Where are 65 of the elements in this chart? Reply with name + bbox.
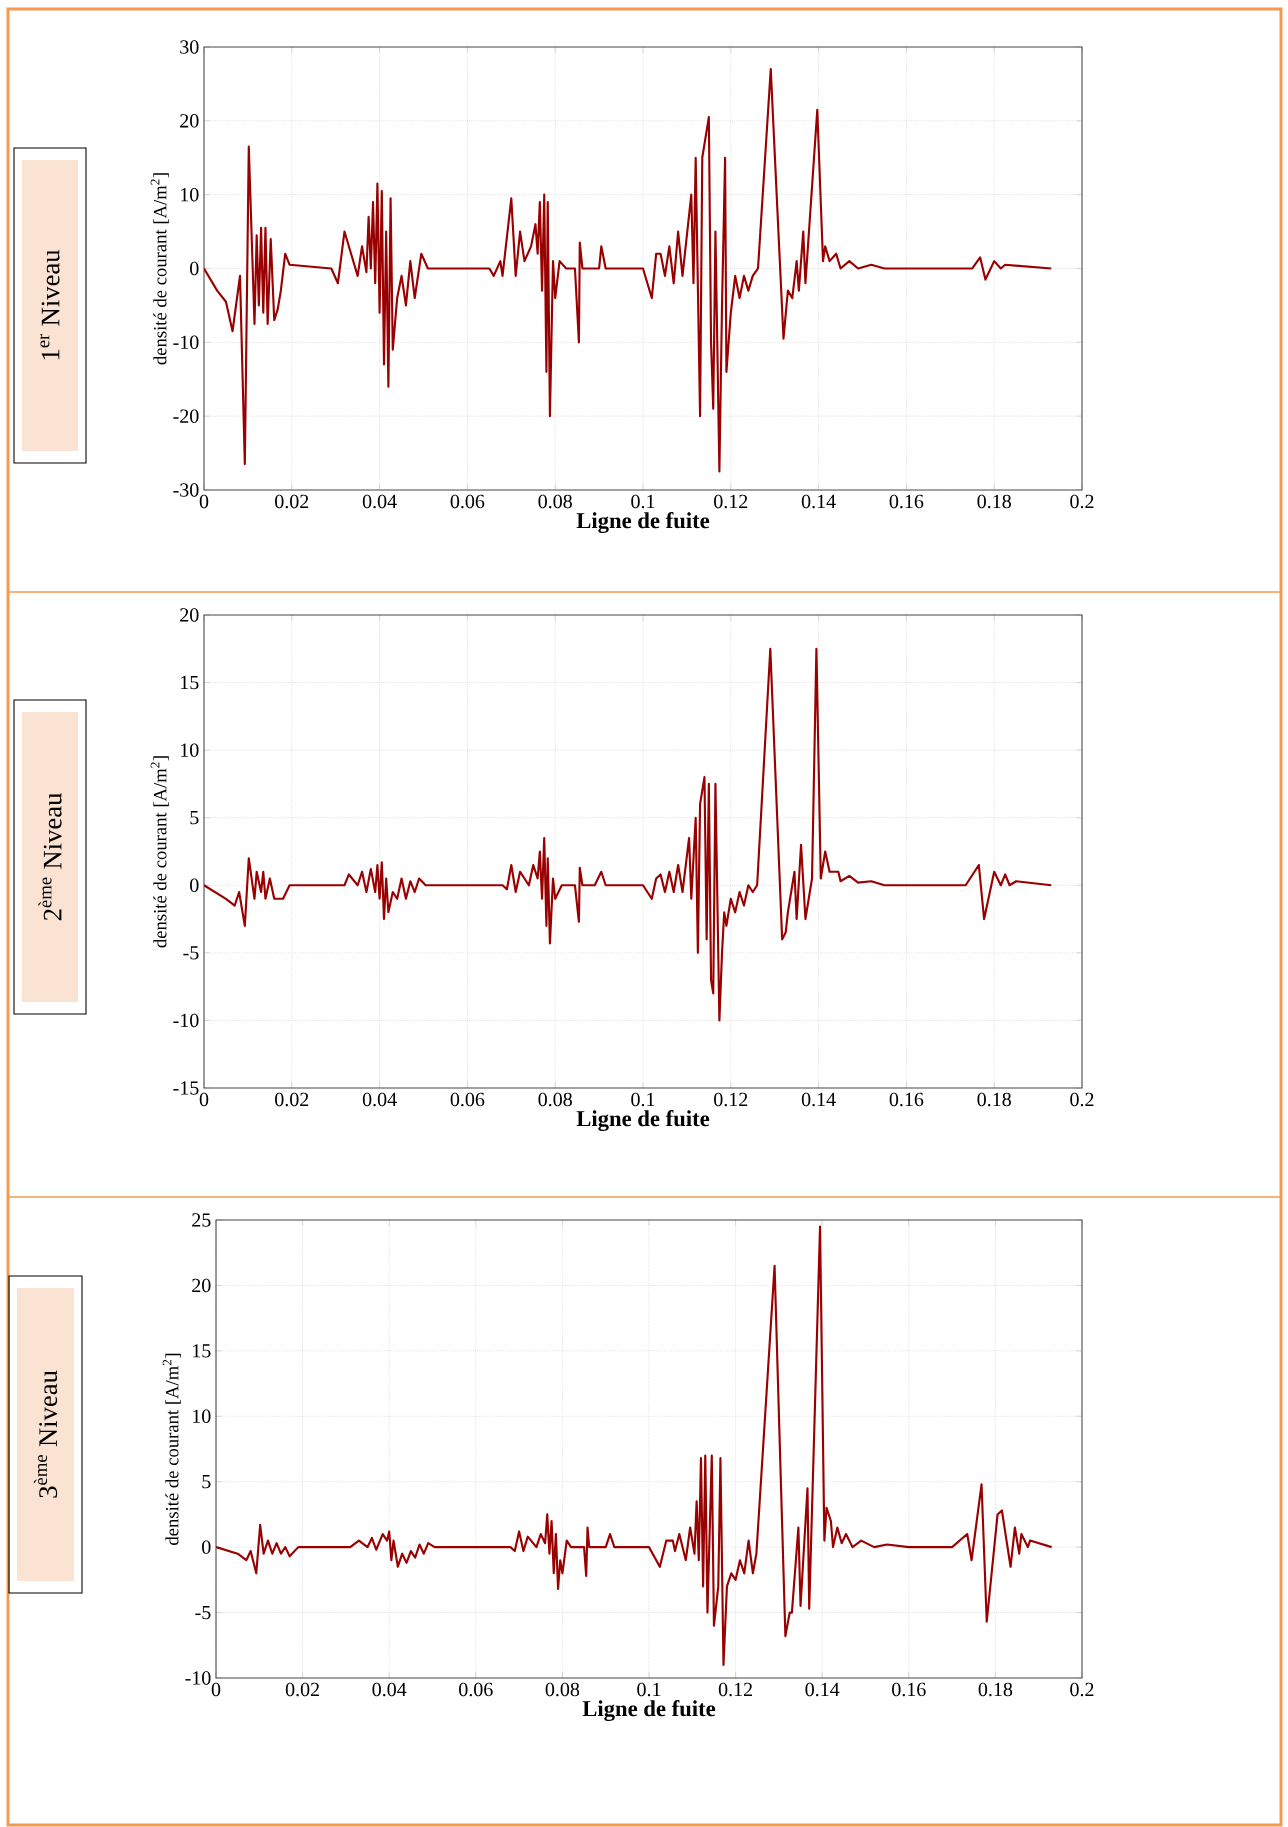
x-tick-label: 0.06 xyxy=(459,1682,493,1697)
x-tick-label: 0.2 xyxy=(1070,1092,1094,1107)
x-tick-label: 0.04 xyxy=(362,1092,397,1107)
y-tick-label: 30 xyxy=(180,40,199,54)
y-tick-label: -10 xyxy=(173,1013,199,1028)
y-tick-label: -10 xyxy=(173,335,199,350)
y-tick-label: -15 xyxy=(173,1081,199,1095)
x-tick-label: 0.16 xyxy=(889,1092,924,1107)
y-axis-title: densité de courant [A/m$^{2}$] xyxy=(150,173,169,365)
x-tick-label: 0.18 xyxy=(978,1682,1013,1697)
x-tick-label: 0.12 xyxy=(714,494,748,509)
x-tick-label: 0.1 xyxy=(631,1092,655,1107)
y-tick-label: 15 xyxy=(181,675,199,690)
x-tick-label: 0.14 xyxy=(801,494,836,509)
y-tick-label: 20 xyxy=(180,608,199,622)
x-tick-label: 0.02 xyxy=(275,494,309,509)
x-axis-title: Ligne de fuite xyxy=(576,1110,710,1132)
x-tick-label: 0.12 xyxy=(714,1092,748,1107)
x-tick-label: 0.08 xyxy=(538,1092,572,1107)
y-tick-label: 0 xyxy=(190,878,199,893)
x-tick-label: 0.18 xyxy=(977,1092,1011,1107)
y-tick-label: -10 xyxy=(185,1671,211,1685)
x-tick-label: 0.02 xyxy=(275,1092,309,1107)
y-tick-label: -5 xyxy=(183,946,199,960)
y-tick-label: 0 xyxy=(202,1540,211,1554)
y-tick-label: 5 xyxy=(190,811,199,825)
y-tick-label: 10 xyxy=(181,187,199,202)
text: 1$^{er}$ Niveau xyxy=(40,249,60,360)
x-tick-label: 0.06 xyxy=(450,494,485,509)
x-tick-label: 0.02 xyxy=(285,1682,319,1697)
x-tick-label: 0.08 xyxy=(545,1682,580,1697)
x-tick-label: 0.14 xyxy=(805,1682,840,1697)
y-tick-label: 0 xyxy=(190,261,199,276)
y-tick-label: -20 xyxy=(173,409,199,423)
line-series xyxy=(216,1225,1053,1666)
y-tick-label: 20 xyxy=(180,114,199,128)
x-tick-label: 0.04 xyxy=(362,494,397,509)
x-tick-label: 0.12 xyxy=(718,1682,752,1697)
y-tick-label: 20 xyxy=(192,1278,211,1293)
y-tick-label: 15 xyxy=(193,1344,211,1358)
y-axis-title: densité de courant [A/m$^{2}$] xyxy=(162,1353,181,1545)
line-series xyxy=(204,68,1053,473)
y-tick-label: 25 xyxy=(192,1213,211,1227)
x-tick-label: 0.06 xyxy=(450,1092,485,1107)
x-tick-label: 0.14 xyxy=(801,1092,836,1107)
x-axis-title: Ligne de fuite xyxy=(582,1700,716,1722)
x-tick-label: 0.04 xyxy=(372,1682,407,1697)
x-tick-label: 0.2 xyxy=(1070,494,1094,509)
y-tick-label: 5 xyxy=(202,1475,211,1489)
y-tick-label: -5 xyxy=(195,1605,211,1620)
text: 3$^{ème}$ Niveau xyxy=(33,1370,58,1498)
x-tick-label: 0.16 xyxy=(892,1682,926,1697)
line-series xyxy=(204,647,1053,1022)
x-tick-label: 0.08 xyxy=(538,494,572,509)
x-axis-title: Ligne de fuite xyxy=(576,512,710,534)
x-tick-label: 0.1 xyxy=(637,1682,661,1697)
y-tick-label: 10 xyxy=(193,1409,211,1424)
x-tick-label: 0.18 xyxy=(977,494,1011,509)
text: 2$^{ème}$ Niveau xyxy=(38,793,62,921)
y-axis-title: densité de courant [A/m$^{2}$] xyxy=(150,756,169,948)
x-tick-label: 0.2 xyxy=(1070,1682,1094,1697)
y-tick-label: 10 xyxy=(181,743,199,757)
y-tick-label: -30 xyxy=(173,483,199,497)
x-tick-label: 0.1 xyxy=(631,494,655,509)
x-tick-label: 0.16 xyxy=(889,494,924,509)
